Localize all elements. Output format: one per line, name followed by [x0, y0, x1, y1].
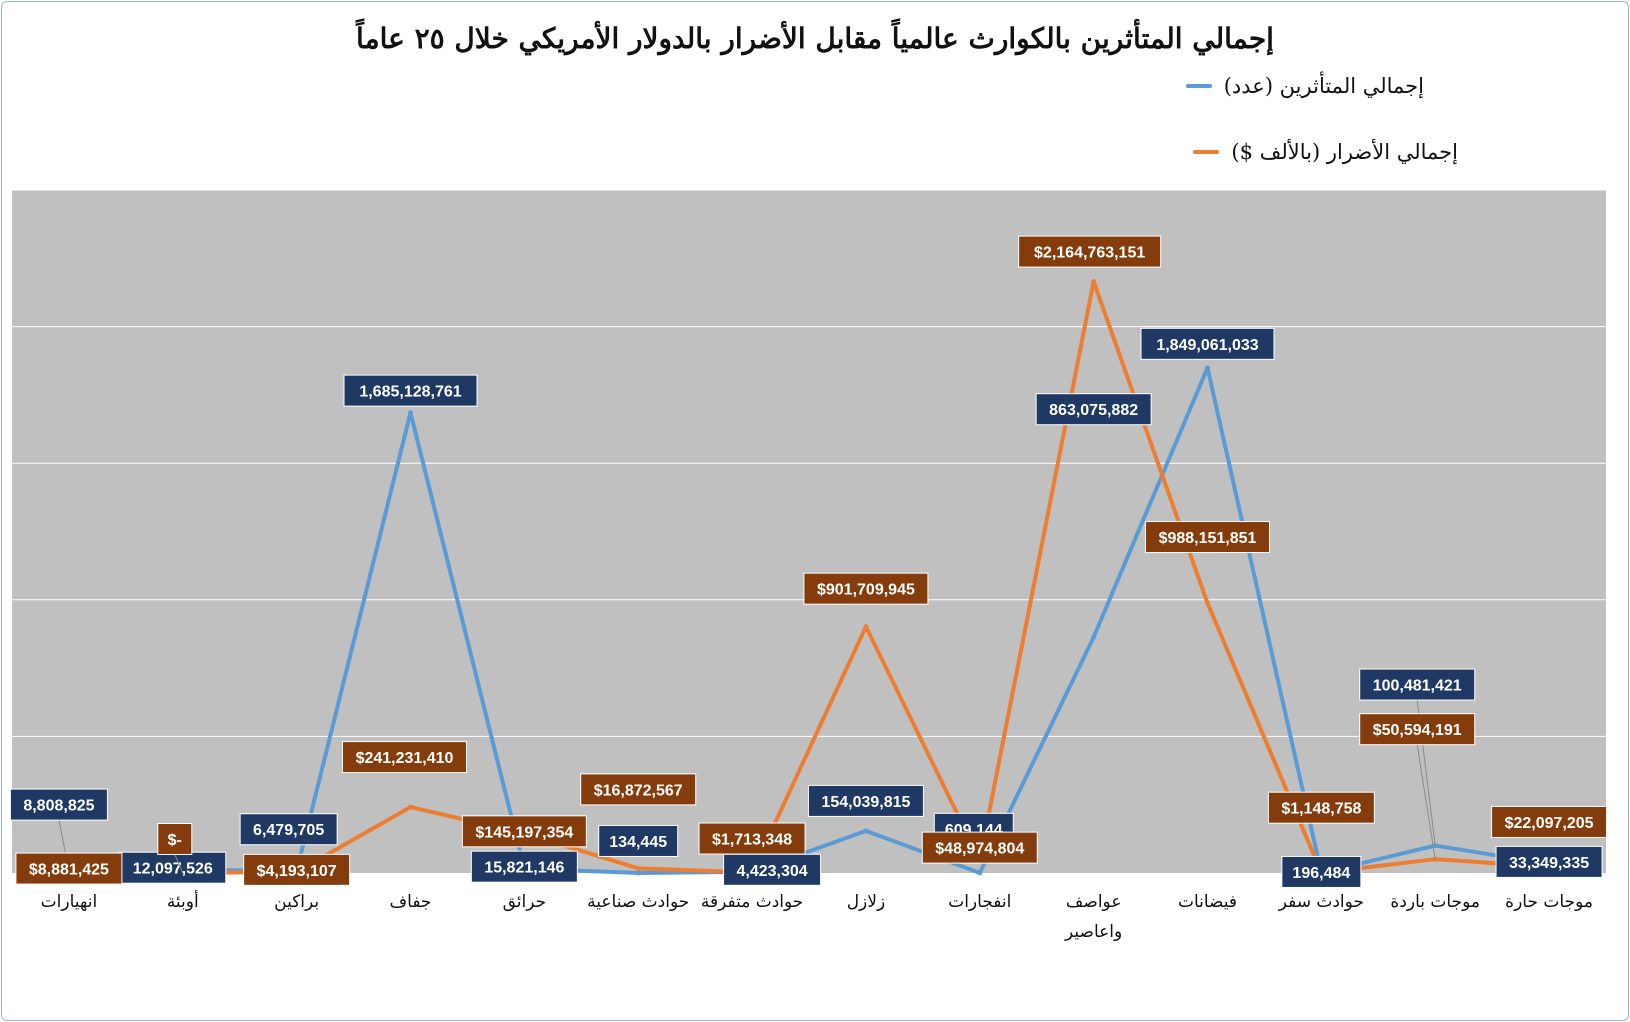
data-label-affected-2: 6,479,705: [253, 822, 324, 839]
data-label-affected-1: 12,097,526: [133, 861, 213, 878]
category-label-4: حرائق: [503, 892, 547, 912]
category-label-1: أوبئة: [167, 890, 199, 912]
data-label-box-affected-5: [598, 824, 679, 857]
data-label-box-damages-0: [15, 852, 123, 885]
data-label-damages-3: $241,231,410: [356, 750, 454, 767]
data-label-affected-5: 134,445: [609, 834, 667, 851]
data-label-damages-4: $145,197,354: [475, 824, 573, 841]
category-label-7: زلازل: [847, 892, 885, 912]
data-label-damages-13: $22,097,205: [1505, 815, 1594, 832]
data-label-affected-4: 15,821,146: [484, 860, 564, 877]
category-label-13: موجات حارة: [1505, 892, 1593, 912]
category-label-11: حوادث سفر: [1278, 892, 1364, 912]
category-label-0: انهيارات: [41, 892, 98, 912]
data-label-box-affected-10: [1140, 327, 1275, 360]
data-label-affected-6: 4,423,304: [736, 863, 807, 880]
data-label-box-affected-6: [723, 853, 822, 886]
data-label-damages-8: $48,974,804: [935, 841, 1024, 858]
data-label-affected-9: 863,075,882: [1049, 402, 1138, 419]
data-label-box-damages-5: [580, 773, 697, 806]
data-label-box-damages-3: [342, 741, 467, 774]
legend-label-damages: إجمالي الأضرار (بالألف $): [1231, 140, 1458, 164]
data-label-box-damages-6: [698, 822, 806, 855]
data-label-box-damages-10: [1145, 521, 1270, 554]
data-label-box-damages-13: [1491, 805, 1608, 838]
data-label-affected-3: 1,685,128,761: [359, 384, 461, 401]
category-label-5: حوادث صناعية: [587, 892, 689, 912]
data-label-box-damages-9: [1018, 235, 1162, 268]
legend-swatch-damages: [1193, 150, 1220, 154]
category-label-10: فيضانات: [1178, 892, 1237, 912]
data-label-damages-2: $4,193,107: [257, 863, 337, 880]
data-point-affected-9: [1091, 634, 1097, 640]
data-label-damages-0: $8,881,425: [29, 862, 109, 879]
data-point-affected-10: [1205, 365, 1210, 371]
data-label-damages-6: $1,713,348: [712, 832, 792, 849]
data-point-affected-8: [977, 870, 983, 876]
data-label-box-damages-4: [461, 815, 587, 848]
leader-line: [174, 854, 184, 874]
category-label-3: جفاف: [390, 892, 432, 912]
data-label-affected-12: 100,481,421: [1373, 678, 1462, 695]
data-label-box-affected-9: [1035, 393, 1152, 426]
data-point-damages-10: [1205, 600, 1210, 606]
category-label-9: عواصف واعاصير: [1064, 892, 1122, 942]
data-label-damages-11: $1,148,758: [1281, 801, 1361, 818]
category-label-2: براكين: [274, 892, 319, 912]
data-label-damages-5: $16,872,567: [594, 782, 683, 799]
category-label-12: موجات باردة: [1390, 892, 1480, 912]
leader-line: [1416, 744, 1436, 860]
legend-item-damages: إجمالي الأضرار (بالألف $): [1193, 140, 1458, 164]
legend-label-affected: إجمالي المتأثرين (عدد): [1223, 74, 1424, 98]
data-label-box-damages-8: [921, 831, 1038, 864]
data-point-damages-7: [863, 624, 869, 630]
data-label-box-affected-13: [1495, 845, 1603, 878]
data-point-affected-3: [408, 410, 413, 416]
data-label-damages-9: $2,164,763,151: [1034, 245, 1145, 262]
data-label-affected-10: 1,849,061,033: [1156, 337, 1258, 354]
data-label-box-affected-12: [1359, 668, 1476, 701]
data-point-affected-7: [863, 828, 869, 834]
data-point-affected-5: [635, 870, 641, 876]
data-point-damages-3: [408, 804, 413, 810]
chart-title: إجمالي المتأثرين بالكوارث عالمياً مقابل …: [356, 22, 1274, 55]
plot-area: [12, 190, 1606, 873]
legend-swatch-affected: [1185, 84, 1212, 88]
category-label-8: انفجارات: [948, 892, 1011, 912]
data-label-affected-13: 33,349,335: [1509, 855, 1589, 872]
data-label-affected-7: 154,039,815: [821, 794, 910, 811]
data-label-damages-12: $50,594,191: [1373, 722, 1462, 739]
data-label-box-affected-11: [1281, 855, 1362, 888]
data-label-box-affected-0: [9, 788, 108, 821]
data-label-damages-10: $988,151,851: [1159, 530, 1257, 547]
data-label-box-damages-11: [1267, 791, 1375, 824]
data-point-damages-5: [635, 865, 641, 871]
data-label-box-damages-1: [157, 823, 193, 855]
legend-item-affected: إجمالي المتأثرين (عدد): [1185, 74, 1424, 98]
category-label-6: حوادث متفرقة: [701, 892, 803, 912]
data-label-damages-1: $-: [168, 832, 182, 849]
data-label-box-affected-3: [343, 374, 478, 407]
data-label-box-damages-12: [1359, 713, 1476, 746]
data-point-damages-9: [1091, 279, 1097, 285]
data-label-affected-0: 8,808,825: [23, 798, 94, 815]
data-label-box-damages-2: [243, 853, 351, 886]
data-label-affected-11: 196,484: [1292, 865, 1350, 882]
data-label-box-affected-4: [470, 850, 578, 883]
data-label-box-affected-7: [807, 784, 924, 817]
data-label-box-damages-7: [803, 572, 929, 605]
data-label-damages-7: $901,709,945: [817, 582, 915, 599]
series-line-affected: [68, 365, 1550, 875]
data-label-box-affected-2: [239, 813, 338, 846]
